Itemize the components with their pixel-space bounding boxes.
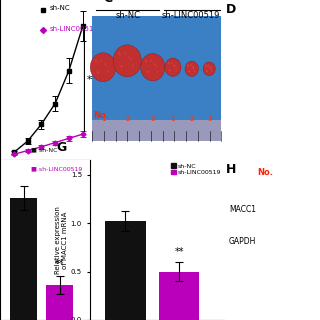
Ellipse shape [205,65,207,67]
Ellipse shape [192,66,193,68]
FancyBboxPatch shape [92,16,221,141]
Ellipse shape [157,70,158,72]
Text: No.: No. [94,111,110,120]
Bar [159,271,199,320]
Ellipse shape [205,64,206,66]
Ellipse shape [167,62,169,64]
Ellipse shape [153,63,155,65]
Text: **: ** [174,247,184,257]
Ellipse shape [185,61,198,76]
Text: 2: 2 [189,116,194,122]
Text: C: C [103,0,112,5]
Ellipse shape [97,71,99,73]
Ellipse shape [171,62,172,64]
Ellipse shape [106,65,108,67]
Ellipse shape [207,65,209,67]
Text: 1: 1 [171,116,175,122]
Ellipse shape [175,69,177,71]
Bar [11,198,37,320]
Text: 2: 2 [125,116,129,122]
Ellipse shape [128,56,130,58]
Ellipse shape [146,61,147,63]
Ellipse shape [190,64,192,66]
Ellipse shape [206,70,208,72]
Ellipse shape [169,69,171,71]
Text: GAPDH: GAPDH [229,237,256,246]
Ellipse shape [104,63,105,65]
Text: sh-NC: sh-NC [49,5,70,11]
Text: sh-NC: sh-NC [116,11,140,20]
Text: 3: 3 [150,116,155,122]
Ellipse shape [119,54,121,56]
Ellipse shape [150,60,152,62]
Text: 1: 1 [101,116,105,122]
Bar [46,285,73,320]
Ellipse shape [209,66,211,68]
Ellipse shape [188,71,190,73]
Ellipse shape [174,65,176,67]
Text: H: H [226,163,236,176]
Bar [92,120,221,141]
Ellipse shape [188,70,190,72]
Ellipse shape [206,70,208,72]
Text: D: D [226,3,236,16]
Ellipse shape [97,71,99,73]
Text: ■ sh-LINC00519: ■ sh-LINC00519 [31,166,83,171]
Text: **: ** [55,259,65,269]
Text: **: ** [87,75,96,85]
Ellipse shape [194,70,195,72]
Ellipse shape [141,53,165,81]
Ellipse shape [113,45,141,77]
Text: sh-LINC00519: sh-LINC00519 [49,26,98,32]
Ellipse shape [95,61,97,63]
Ellipse shape [121,65,123,67]
Legend: sh-NC, sh-LINC00519: sh-NC, sh-LINC00519 [171,163,221,175]
Y-axis label: Relative expression
of MACC1 mRNA: Relative expression of MACC1 mRNA [55,206,68,274]
Ellipse shape [187,64,189,66]
Ellipse shape [95,59,97,61]
X-axis label: Time (days): Time (days) [22,178,68,187]
Ellipse shape [165,58,181,76]
Text: ■ sh-NC: ■ sh-NC [31,147,58,152]
Text: MACC1: MACC1 [229,205,256,214]
Ellipse shape [121,66,122,68]
Ellipse shape [147,71,148,73]
Ellipse shape [169,69,171,71]
Ellipse shape [168,63,170,65]
Ellipse shape [203,62,215,76]
Ellipse shape [188,65,189,67]
Ellipse shape [90,53,116,82]
Bar [105,221,146,320]
Ellipse shape [130,58,132,60]
Text: 3: 3 [207,116,212,122]
Text: G: G [56,141,66,154]
Ellipse shape [147,71,149,73]
Ellipse shape [124,52,126,54]
Ellipse shape [100,60,102,61]
Ellipse shape [211,70,212,72]
Text: sh-LINC00519: sh-LINC00519 [162,11,220,20]
Ellipse shape [118,52,120,54]
Ellipse shape [210,67,212,69]
Ellipse shape [173,64,175,66]
Ellipse shape [107,71,109,73]
Ellipse shape [155,65,157,67]
Ellipse shape [193,67,195,69]
Ellipse shape [132,65,134,67]
Ellipse shape [145,60,147,61]
Text: No.: No. [258,168,274,177]
